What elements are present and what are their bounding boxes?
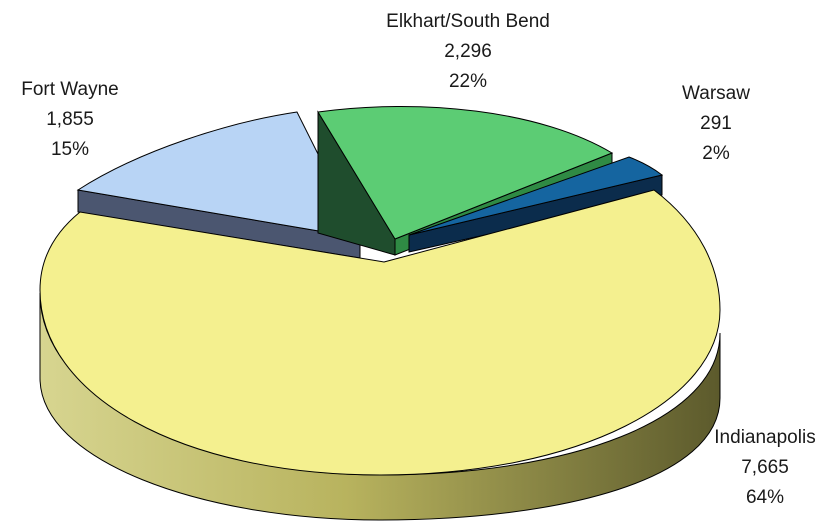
slice-indianapolis	[39, 189, 721, 521]
label-indianapolis-name: Indianapolis	[714, 427, 815, 448]
label-fort-wayne-name: Fort Wayne	[21, 79, 119, 100]
label-fort-wayne-percent: 15%	[51, 139, 89, 160]
slice-indianapolis-top	[39, 189, 721, 476]
label-warsaw: Warsaw 291 2%	[682, 83, 750, 164]
label-indianapolis-percent: 64%	[746, 487, 784, 508]
label-fort-wayne-value: 1,855	[46, 109, 94, 130]
slice-elkhart-south-bend-top	[317, 105, 614, 240]
label-warsaw-value: 291	[700, 113, 732, 134]
label-elkhart-south-bend-value: 2,296	[444, 41, 492, 62]
label-indianapolis-value: 7,665	[741, 457, 789, 478]
slice-fort-wayne-top	[76, 111, 361, 239]
label-fort-wayne: Fort Wayne 1,855 15%	[21, 79, 119, 160]
slice-warsaw	[408, 156, 664, 253]
label-elkhart-south-bend-percent: 22%	[449, 71, 487, 92]
slice-warsaw-top	[408, 156, 664, 236]
label-elkhart-south-bend-name: Elkhart/South Bend	[386, 11, 550, 32]
slice-fort-wayne	[76, 111, 361, 259]
label-elkhart-south-bend: Elkhart/South Bend 2,296 22%	[386, 11, 550, 92]
label-warsaw-percent: 2%	[702, 143, 730, 164]
label-indianapolis: Indianapolis 7,665 64%	[714, 427, 815, 508]
label-warsaw-name: Warsaw	[682, 83, 750, 104]
